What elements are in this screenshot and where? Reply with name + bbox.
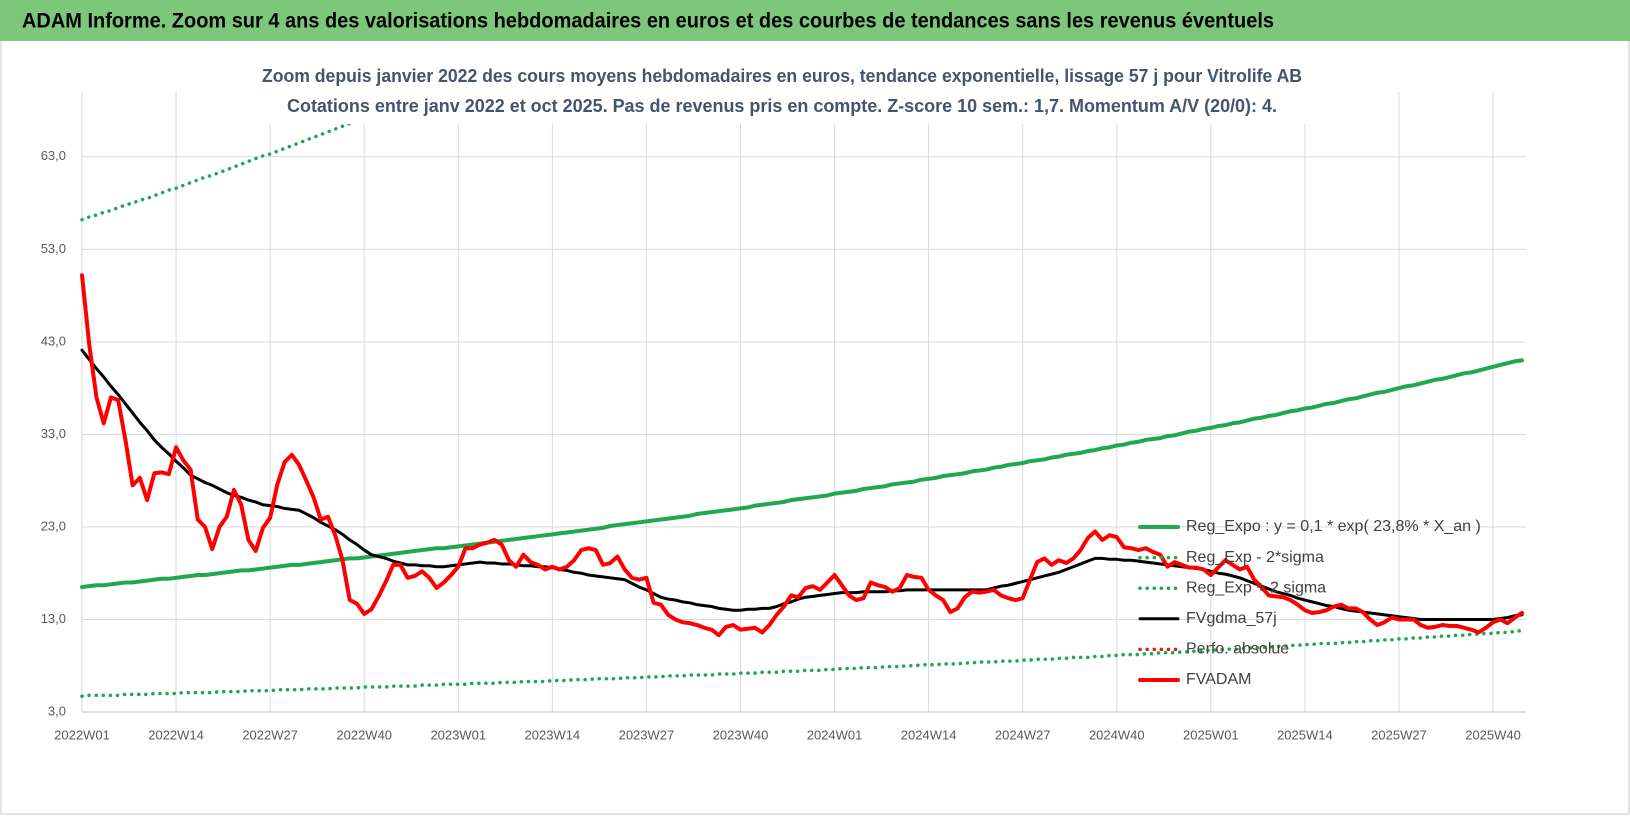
legend-label: Reg_Exp - 2*sigma (1186, 549, 1324, 566)
x-tick-label: 2024W14 (901, 727, 957, 742)
chart-title: Zoom depuis janvier 2022 des cours moyen… (262, 66, 1302, 86)
header-title: ADAM Informe. Zoom sur 4 ans des valoris… (22, 10, 1274, 33)
y-tick-label: 3,0 (48, 703, 66, 718)
legend-label: FVgdma_57j (1186, 610, 1277, 627)
grid: 3,0 13,0 23,0 33,0 43,0 53,0 63,0 2022W01 2022W1… (41, 92, 1526, 742)
x-tick-label: 2022W40 (336, 727, 392, 742)
y-tick-label: 23,0 (41, 518, 66, 533)
title-background (255, 58, 1310, 124)
legend-label: Reg_Expo : y = 0,1 * exp( 23,8% * X_an ) (1186, 518, 1481, 535)
x-tick-label: 2023W14 (525, 727, 581, 742)
plot (80, 92, 1524, 699)
x-tick-label: 2025W01 (1183, 727, 1239, 742)
legend-label: Reg_Exp + 2 sigma (1186, 579, 1326, 596)
legend-label: Perfo. absolue (1186, 641, 1289, 658)
y-tick-label: 63,0 (41, 148, 66, 163)
x-tick-label: 2024W40 (1089, 727, 1145, 742)
y-tick-label: 13,0 (41, 611, 66, 626)
y-tick-label: 53,0 (41, 241, 66, 256)
series-line (80, 628, 1524, 699)
series-line (80, 348, 1524, 621)
x-tick-label: 2022W01 (54, 727, 110, 742)
x-tick-label: 2024W01 (807, 727, 863, 742)
header-bar (0, 0, 1630, 41)
series-line (80, 273, 1524, 638)
x-tick-label: 2022W14 (148, 727, 204, 742)
legend-label: FVADAM (1186, 671, 1251, 688)
x-tick-label: 2022W27 (242, 727, 298, 742)
y-tick-label: 33,0 (41, 426, 66, 441)
x-tick-label: 2025W27 (1371, 727, 1427, 742)
x-tick-label: 2023W01 (430, 727, 486, 742)
x-tick-label: 2024W27 (995, 727, 1051, 742)
chart-subtitle: Cotations entre janv 2022 et oct 2025. P… (287, 96, 1277, 116)
legend: Reg_Expo : y = 0,1 * exp( 23,8% * X_an )… (1138, 518, 1481, 688)
y-tick-label: 43,0 (41, 333, 66, 348)
x-tick-label: 2023W27 (619, 727, 675, 742)
x-tick-label: 2023W40 (713, 727, 769, 742)
series-line (80, 92, 435, 222)
x-tick-label: 2025W14 (1277, 727, 1333, 742)
x-tick-label: 2025W40 (1465, 727, 1521, 742)
series-line (80, 358, 1524, 590)
